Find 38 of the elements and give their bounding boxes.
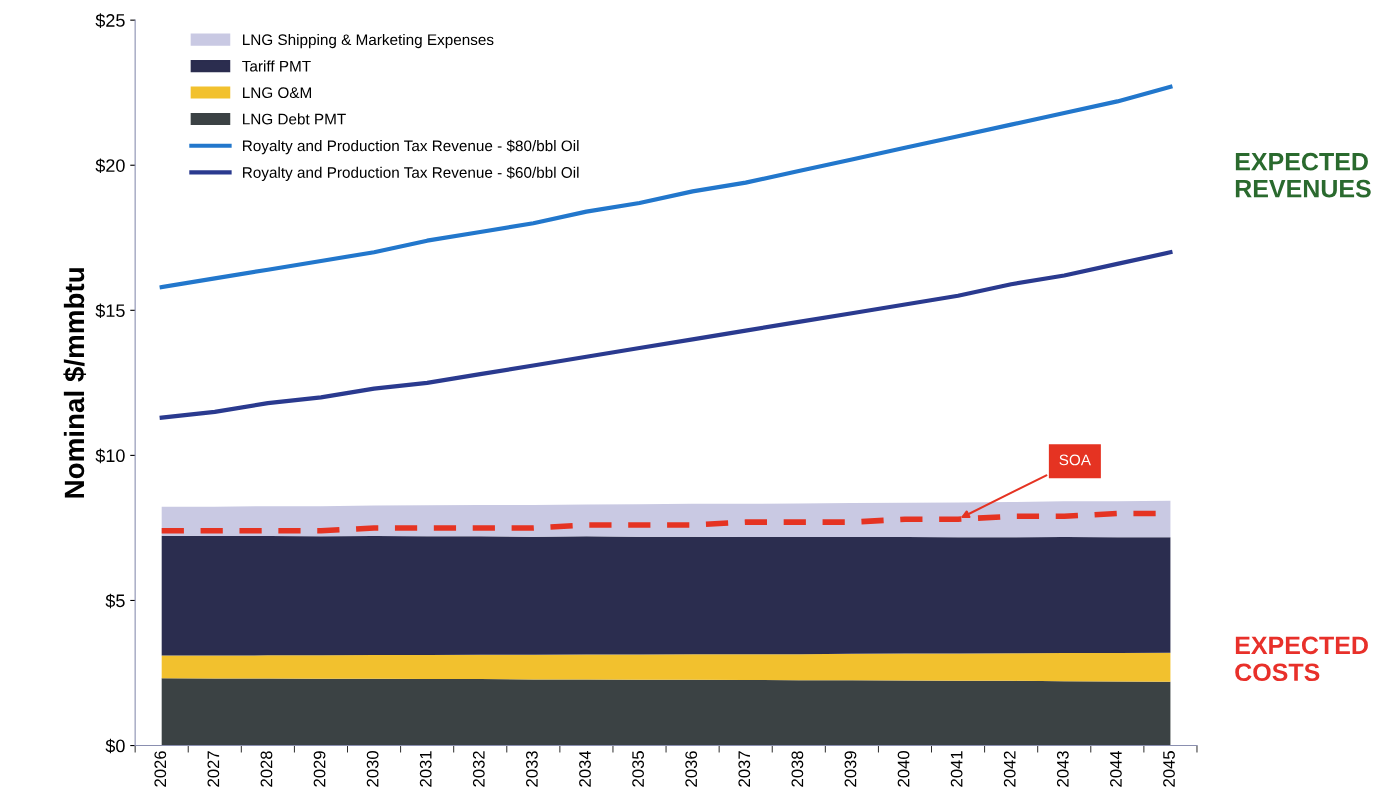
text: EXPECTED REVENUES [1235,152,1371,198]
y-tick-label: $15 [95,303,125,319]
y-tick-label: $10 [95,448,125,464]
legend-label: LNG Shipping & Marketing Expenses [243,33,494,49]
x-tick-label: 2036 [685,751,698,787]
x-tick-label: 2040 [897,751,910,787]
x-tick-label: 2032 [472,751,485,787]
x-tick-label: 2038 [791,751,804,787]
annotation: SOA [1059,454,1091,466]
line-series [159,250,1173,420]
legend-label: LNG O&M [243,87,311,99]
x-tick-label: 2045 [1163,751,1175,787]
y-tick-label: $0 [105,738,125,754]
x-tick-label: 2026 [154,751,167,787]
x-tick-label: 2030 [366,751,379,787]
x-tick-label: 2043 [1056,751,1069,787]
text: EXPECTED COSTS [1235,636,1368,682]
legend-label: Royalty and Production Tax Revenue - $80/bbl Oil [243,139,579,155]
legend-label: LNG Debt PMT [243,113,346,125]
x-tick-label: 2031 [419,751,432,787]
x-tick-label: 2028 [260,751,273,787]
line-series [159,84,1173,290]
y-tick-label: $5 [105,593,125,609]
y-tick-label: $20 [95,158,125,174]
x-tick-label: 2041 [950,751,963,787]
x-tick-label: 2039 [844,751,857,787]
y-axis-title: Nominal $/mmbtu [63,268,87,498]
legend-label: Royalty and Production Tax Revenue - $60/bbl Oil [243,166,579,181]
legend-label: Tariff PMT [242,60,311,72]
x-tick-label: 2027 [207,751,220,787]
x-tick-label: 2034 [579,750,591,787]
x-tick-label: 2042 [1003,751,1016,787]
x-tick-label: 2037 [738,751,751,787]
x-tick-label: 2033 [526,751,538,787]
x-tick-label: 2035 [632,751,644,787]
x-tick-label: 2029 [313,751,326,787]
y-tick-label: $25 [95,13,125,28]
x-tick-label: 2044 [1110,750,1122,787]
